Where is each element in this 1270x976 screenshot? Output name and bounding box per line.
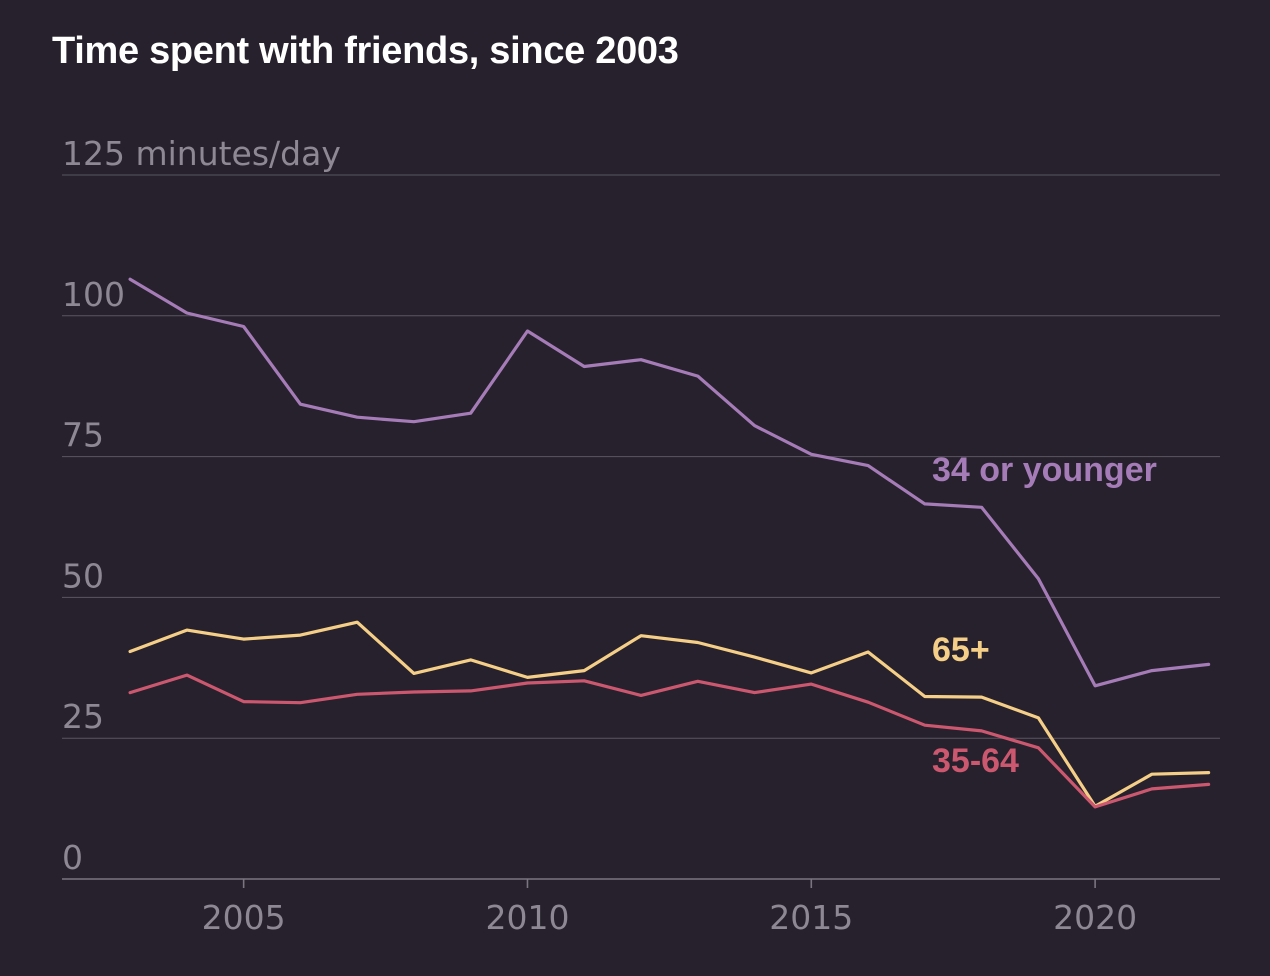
series-label-65: 65+ xyxy=(932,631,990,669)
y-tick-label: 100 xyxy=(62,275,125,314)
x-tick-label: 2005 xyxy=(202,898,286,937)
x-axis-ticks: 2005 2010 2015 2020 xyxy=(202,879,1137,937)
series-line-65 xyxy=(128,620,1211,808)
x-tick-label: 2020 xyxy=(1053,898,1137,937)
y-axis-ticks: 0 25 50 75 100 125 minutes/day xyxy=(62,134,341,877)
y-tick-label: 75 xyxy=(62,416,104,455)
x-tick-label: 2010 xyxy=(485,898,569,937)
series-labels: 34 or younger 65+ 35-64 xyxy=(932,451,1157,780)
chart-title: Time spent with friends, since 2003 xyxy=(52,30,679,72)
series-label-34-or-younger: 34 or younger xyxy=(932,451,1157,489)
y-tick-label: 50 xyxy=(62,556,104,595)
y-tick-label: 125 minutes/day xyxy=(62,134,341,173)
series-line-34-or-younger xyxy=(128,277,1211,688)
y-tick-label: 0 xyxy=(62,838,83,877)
x-tick-label: 2015 xyxy=(769,898,853,937)
series-lines xyxy=(128,277,1211,809)
grid-lines xyxy=(62,174,1220,880)
series-label-35-64: 35-64 xyxy=(932,742,1019,780)
y-tick-label: 25 xyxy=(62,697,104,736)
series-line-35-64 xyxy=(128,673,1211,809)
